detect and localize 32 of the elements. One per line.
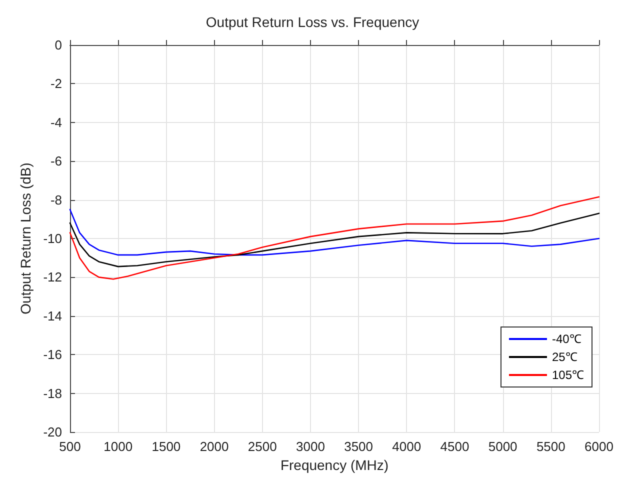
- y-tick-label: -4: [50, 114, 62, 130]
- y-tick-label: -10: [43, 231, 62, 246]
- y-tick-label: -16: [43, 347, 62, 362]
- x-tick-label: 5500: [536, 439, 566, 454]
- x-tick-label: 1500: [152, 439, 181, 454]
- line-series: [69, 208, 600, 256]
- y-tick-label: -6: [50, 154, 62, 169]
- y-tick-label: -8: [50, 192, 62, 208]
- y-tick-label: 0: [54, 38, 62, 52]
- x-tick-label: 6000: [584, 439, 614, 454]
- x-tick-label: 5000: [488, 439, 518, 454]
- x-tick-label: 500: [59, 439, 81, 454]
- x-axis-title: Frequency (MHz): [280, 456, 389, 473]
- x-tick-label: 2000: [200, 439, 229, 454]
- y-axis-title: Output Return Loss (dB): [17, 162, 34, 314]
- x-tick-label: 4500: [440, 439, 470, 454]
- x-tick-label: 2500: [248, 439, 277, 454]
- x-tick-label: 4000: [392, 439, 422, 454]
- x-tick-label: 3000: [296, 439, 325, 454]
- chart-title: Output Return Loss vs. Frequency: [206, 14, 420, 30]
- y-tick-label: -2: [50, 76, 62, 92]
- line-series: [69, 196, 600, 280]
- y-tick-label: -18: [43, 386, 62, 401]
- x-tick-label: 1000: [104, 439, 133, 454]
- legend-label: -40℃: [552, 332, 582, 346]
- legend-label: 105℃: [552, 368, 584, 382]
- legend-label: 25℃: [552, 350, 578, 364]
- line-series: [69, 212, 600, 268]
- y-tick-label: -12: [43, 270, 62, 285]
- x-tick-label: 3500: [344, 439, 374, 454]
- y-tick-label: -20: [43, 424, 62, 440]
- y-tick-label: -14: [43, 308, 62, 324]
